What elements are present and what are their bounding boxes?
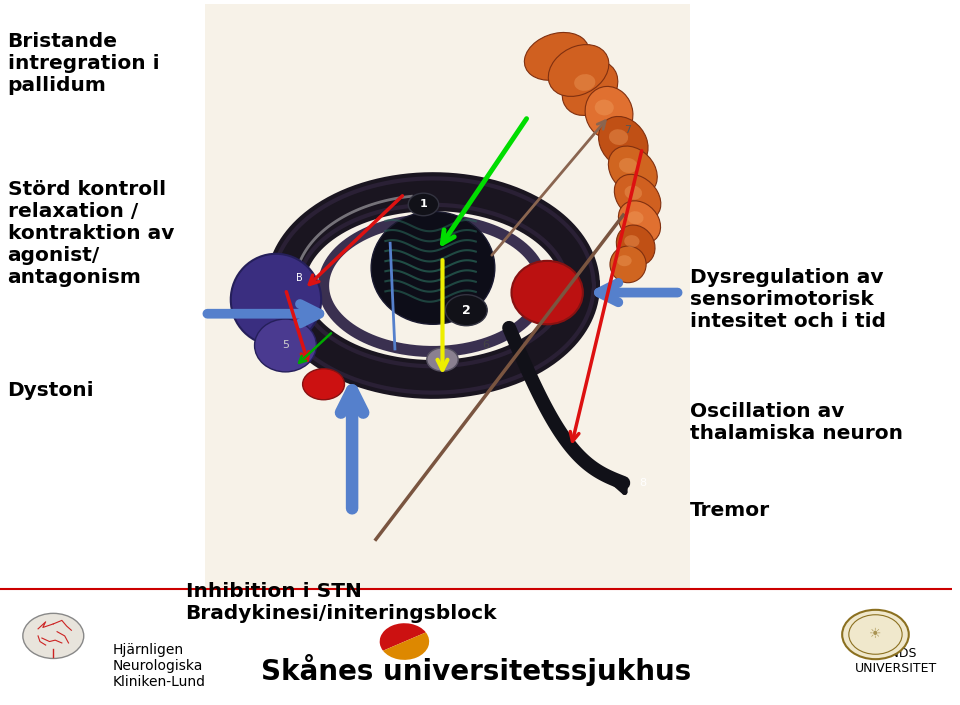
Text: Tremor: Tremor [690,501,770,520]
Ellipse shape [616,225,655,266]
Ellipse shape [595,99,613,116]
Ellipse shape [548,44,609,97]
Text: Störd kontroll
relaxation /
kontraktion av
agonist/
antagonism: Störd kontroll relaxation / kontraktion … [8,180,174,287]
Wedge shape [383,632,429,660]
Ellipse shape [254,319,317,372]
Text: 2: 2 [462,304,470,317]
Wedge shape [380,623,426,651]
Ellipse shape [614,174,660,221]
Ellipse shape [609,129,628,145]
Ellipse shape [619,158,637,173]
Ellipse shape [427,348,458,371]
Ellipse shape [524,32,589,80]
Circle shape [408,193,439,216]
Ellipse shape [628,212,643,224]
Text: Dysregulation av
sensorimotorisk
intesitet och i tid: Dysregulation av sensorimotorisk intesit… [690,268,886,331]
Ellipse shape [610,246,646,283]
Ellipse shape [372,212,494,324]
Ellipse shape [609,146,658,195]
Ellipse shape [624,235,639,247]
Text: ☀: ☀ [869,627,881,642]
Ellipse shape [618,201,660,243]
Text: 5: 5 [282,341,289,350]
Text: Hjärnligen
Neurologiska
Kliniken-Lund: Hjärnligen Neurologiska Kliniken-Lund [112,643,205,689]
Text: Bristande
intregration i
pallidum: Bristande intregration i pallidum [8,32,159,94]
Ellipse shape [598,116,648,168]
Text: 7: 7 [625,125,632,135]
Text: Skånes universitetssjukhus: Skånes universitetssjukhus [261,654,691,685]
Text: 1: 1 [420,200,427,209]
Text: LUNDS
UNIVERSITET: LUNDS UNIVERSITET [855,647,938,675]
Text: Inhibition i STN
Bradykinesi/initeringsblock: Inhibition i STN Bradykinesi/initeringsb… [185,582,497,623]
Circle shape [302,369,345,400]
Circle shape [842,610,909,659]
Ellipse shape [625,185,642,200]
Text: B: B [297,274,303,283]
Text: 8: 8 [638,478,646,488]
Text: Dystoni: Dystoni [8,381,94,400]
Ellipse shape [574,74,595,91]
Bar [204,4,690,589]
Text: 6: 6 [482,341,489,350]
Circle shape [23,613,84,658]
Ellipse shape [563,61,618,116]
Ellipse shape [617,255,632,266]
Circle shape [445,295,488,326]
Ellipse shape [512,261,583,324]
Ellipse shape [586,87,633,139]
Text: Oscillation av
thalamiska neuron: Oscillation av thalamiska neuron [690,402,903,443]
Ellipse shape [230,254,322,345]
